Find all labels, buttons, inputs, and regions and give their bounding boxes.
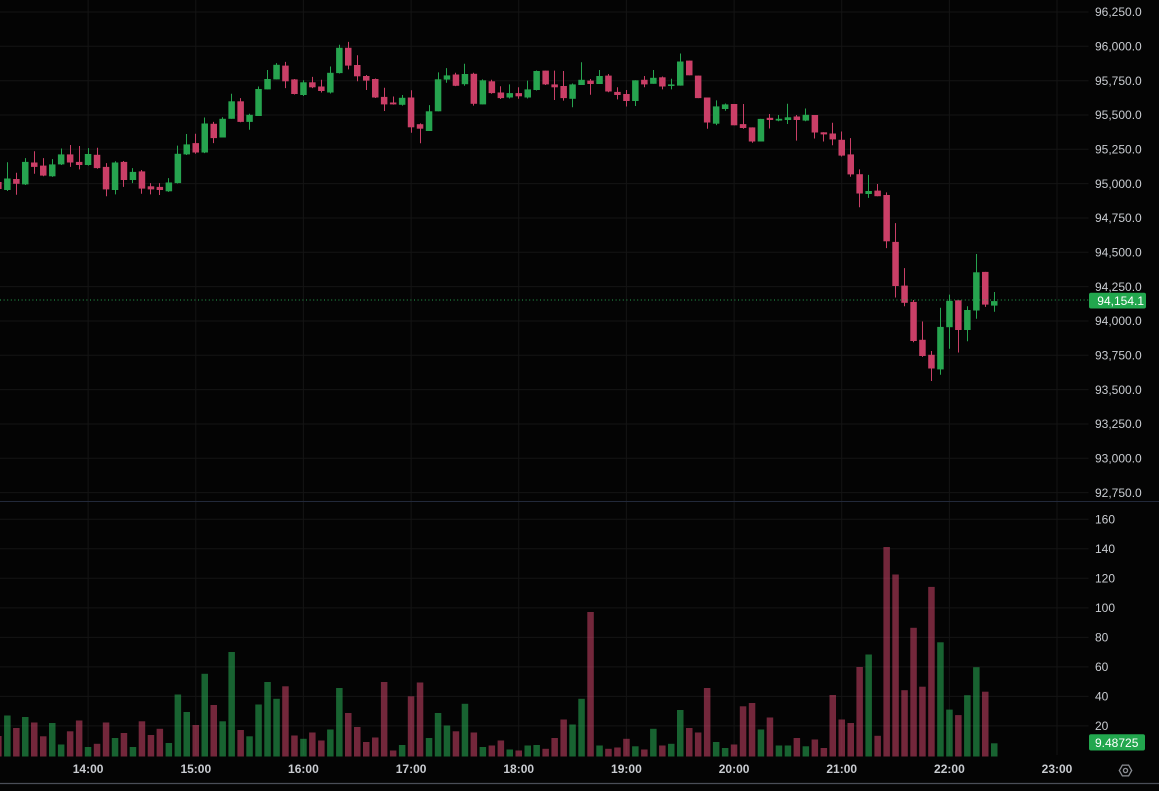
- svg-text:93,500.0: 93,500.0: [1095, 383, 1142, 397]
- svg-text:14:00: 14:00: [73, 762, 104, 776]
- svg-text:40: 40: [1095, 690, 1109, 704]
- svg-text:15:00: 15:00: [180, 762, 211, 776]
- svg-text:20:00: 20:00: [719, 762, 750, 776]
- svg-text:60: 60: [1095, 660, 1109, 674]
- svg-text:18:00: 18:00: [503, 762, 534, 776]
- svg-text:93,750.0: 93,750.0: [1095, 349, 1142, 363]
- svg-text:21:00: 21:00: [826, 762, 857, 776]
- svg-text:94,500.0: 94,500.0: [1095, 246, 1142, 260]
- svg-text:95,000.0: 95,000.0: [1095, 177, 1142, 191]
- svg-text:95,750.0: 95,750.0: [1095, 74, 1142, 88]
- svg-text:140: 140: [1095, 542, 1115, 556]
- svg-text:160: 160: [1095, 513, 1115, 527]
- svg-text:94,750.0: 94,750.0: [1095, 211, 1142, 225]
- svg-text:16:00: 16:00: [288, 762, 319, 776]
- svg-text:100: 100: [1095, 601, 1115, 615]
- svg-text:92,750.0: 92,750.0: [1095, 486, 1142, 500]
- svg-text:95,500.0: 95,500.0: [1095, 108, 1142, 122]
- svg-text:22:00: 22:00: [934, 762, 965, 776]
- svg-text:95,250.0: 95,250.0: [1095, 143, 1142, 157]
- svg-text:94,000.0: 94,000.0: [1095, 314, 1142, 328]
- svg-text:9.48725: 9.48725: [1095, 736, 1139, 750]
- svg-text:20: 20: [1095, 719, 1109, 733]
- svg-text:23:00: 23:00: [1042, 762, 1073, 776]
- svg-text:120: 120: [1095, 572, 1115, 586]
- svg-text:17:00: 17:00: [396, 762, 427, 776]
- svg-text:94,250.0: 94,250.0: [1095, 280, 1142, 294]
- svg-text:96,000.0: 96,000.0: [1095, 40, 1142, 54]
- svg-text:93,250.0: 93,250.0: [1095, 417, 1142, 431]
- svg-text:80: 80: [1095, 631, 1109, 645]
- svg-text:19:00: 19:00: [611, 762, 642, 776]
- svg-text:96,250.0: 96,250.0: [1095, 5, 1142, 19]
- svg-text:94,154.1: 94,154.1: [1097, 294, 1144, 308]
- svg-text:93,000.0: 93,000.0: [1095, 452, 1142, 466]
